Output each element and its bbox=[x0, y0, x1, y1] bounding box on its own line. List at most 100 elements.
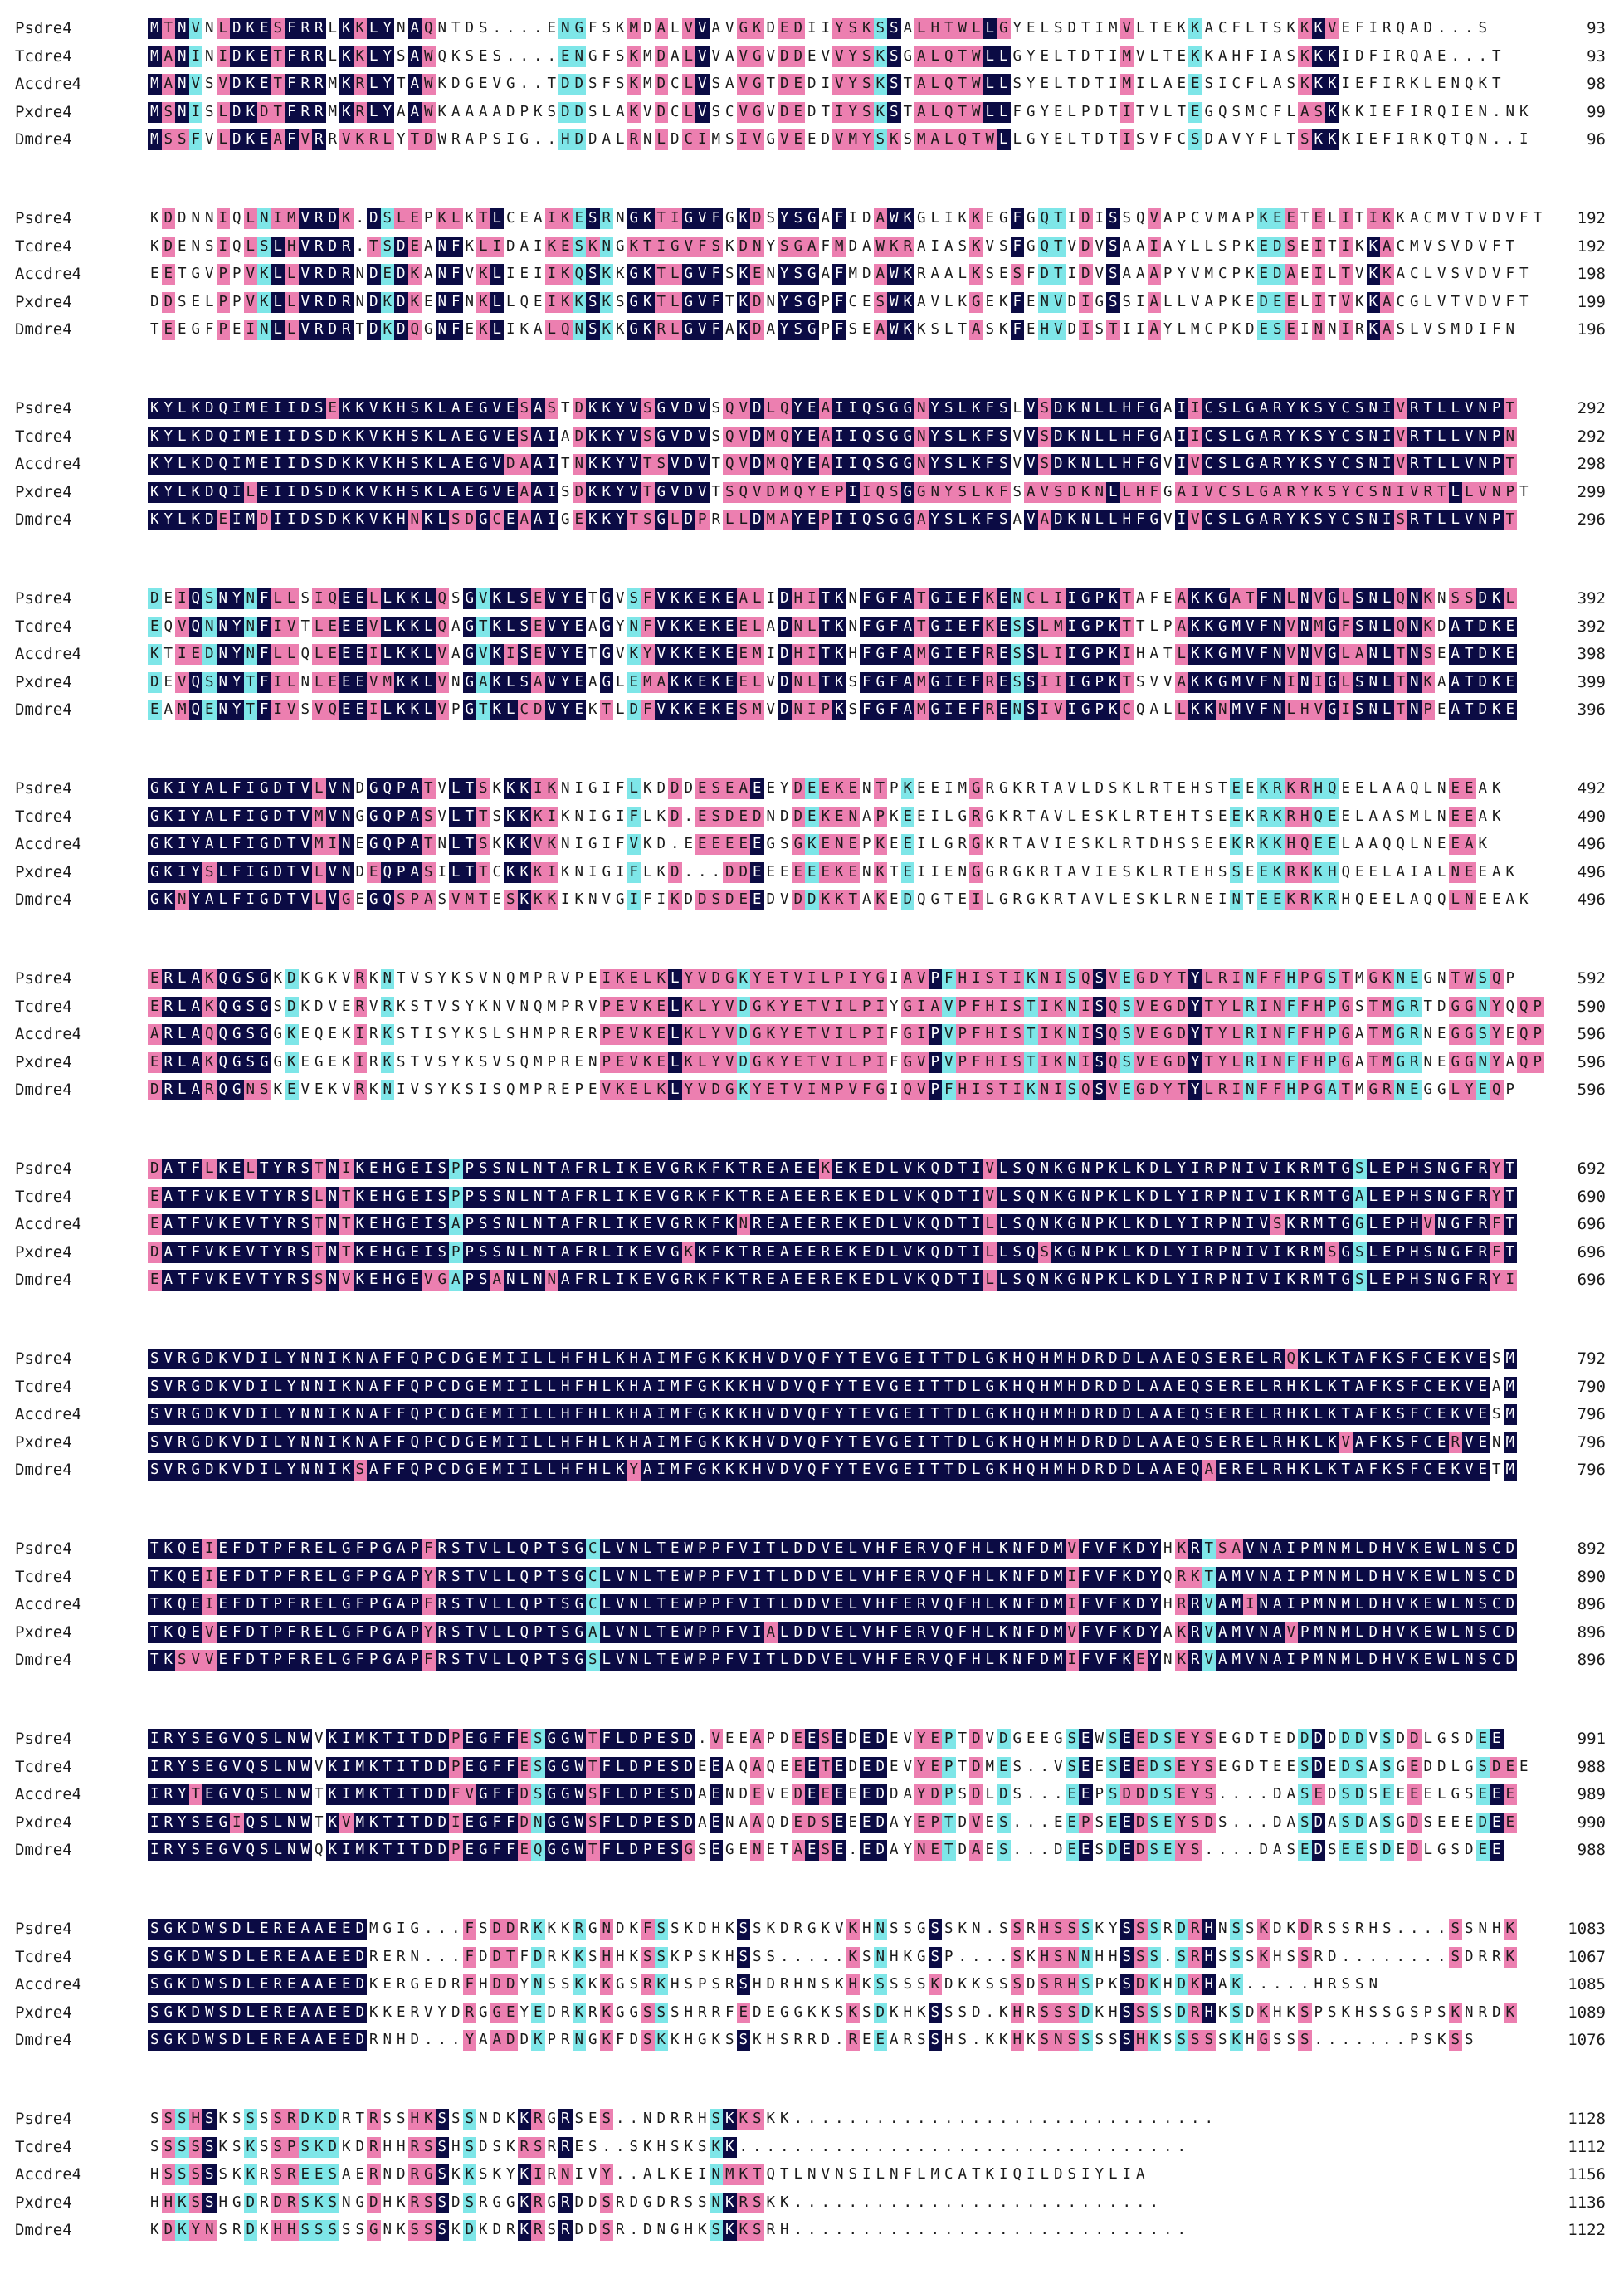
residue: M bbox=[1311, 1214, 1325, 1235]
residue: L bbox=[271, 1404, 285, 1425]
residue: L bbox=[1448, 510, 1462, 530]
residue: K bbox=[1311, 18, 1325, 39]
residue: T bbox=[1531, 208, 1545, 229]
residue: D bbox=[1435, 1757, 1449, 1778]
residue: E bbox=[805, 510, 819, 530]
residue: D bbox=[791, 1622, 805, 1643]
residue: L bbox=[175, 398, 189, 419]
residue: Y bbox=[928, 426, 942, 447]
residue: G bbox=[983, 1376, 997, 1398]
residue: K bbox=[257, 291, 271, 313]
residue: P bbox=[887, 778, 901, 799]
residue: L bbox=[668, 969, 682, 989]
residue: K bbox=[681, 671, 695, 693]
sequence-name: Dmdre4 bbox=[15, 510, 148, 530]
residue: V bbox=[1462, 398, 1476, 419]
residue: H bbox=[558, 129, 573, 150]
residue: D bbox=[1174, 1052, 1188, 1073]
residue: T bbox=[312, 1159, 326, 1179]
residue: I bbox=[1065, 700, 1079, 720]
residue: F bbox=[1243, 46, 1257, 67]
residue: L bbox=[449, 806, 463, 827]
residue: M bbox=[1188, 320, 1202, 340]
residue: S bbox=[202, 102, 217, 123]
residue: Q bbox=[928, 1242, 942, 1263]
residue: S bbox=[1353, 398, 1367, 419]
residue: N bbox=[627, 1650, 641, 1671]
residue: G bbox=[956, 807, 970, 827]
residue: R bbox=[983, 671, 997, 693]
residue: K bbox=[161, 806, 175, 827]
residue: F bbox=[887, 1566, 901, 1588]
residue: A bbox=[1024, 834, 1038, 855]
residue: E bbox=[736, 616, 750, 637]
residue: S bbox=[517, 616, 531, 637]
residue: G bbox=[367, 890, 381, 910]
residue: G bbox=[900, 510, 914, 530]
residue: S bbox=[1188, 834, 1202, 855]
residue: A bbox=[1435, 672, 1449, 693]
residue: S bbox=[586, 208, 600, 229]
residue: E bbox=[695, 671, 710, 693]
residue: C bbox=[1216, 481, 1230, 503]
alignment-row: Pxdre4 D D S E L P P V K L L V R D R N D K D K E N F N K L L Q E I K K S K… bbox=[0, 291, 1624, 313]
residue: N bbox=[1504, 102, 1518, 123]
residue: I bbox=[832, 454, 846, 475]
residue: K bbox=[1284, 1270, 1298, 1291]
sequence-name: Psdre4 bbox=[15, 1539, 148, 1559]
residue: K bbox=[983, 481, 997, 503]
residue: E bbox=[353, 644, 367, 665]
residue: E bbox=[1503, 671, 1517, 693]
residue: T bbox=[1339, 1460, 1353, 1481]
residue: K bbox=[832, 861, 846, 883]
residue: Q bbox=[1024, 1214, 1038, 1235]
residue: T bbox=[778, 969, 792, 989]
residue: P bbox=[545, 1052, 559, 1073]
residue: D bbox=[873, 1159, 887, 1179]
residue: S bbox=[312, 1270, 326, 1291]
residue: L bbox=[517, 1242, 531, 1263]
residue: I bbox=[929, 237, 943, 257]
residue: E bbox=[422, 292, 436, 313]
residue: I bbox=[1134, 292, 1148, 313]
residue: N bbox=[504, 1270, 518, 1291]
residue: A bbox=[1051, 778, 1066, 799]
residue: V bbox=[298, 320, 312, 340]
residue: Q bbox=[517, 1650, 531, 1671]
residue: D bbox=[1503, 1566, 1517, 1588]
residue: L bbox=[983, 890, 997, 910]
residue: D bbox=[1476, 292, 1490, 313]
residue: G bbox=[654, 426, 668, 447]
residue: D bbox=[367, 320, 381, 340]
residue: . bbox=[1449, 18, 1463, 39]
residue: P bbox=[1421, 700, 1435, 720]
residue: D bbox=[1243, 320, 1257, 340]
residue: N bbox=[175, 101, 189, 123]
sequence-name: Pxdre4 bbox=[15, 1622, 148, 1643]
residue: D bbox=[1311, 1729, 1325, 1749]
residue: F bbox=[1106, 1566, 1120, 1588]
residue: . bbox=[545, 129, 559, 150]
residue: V bbox=[901, 1729, 915, 1749]
residue: P bbox=[1298, 1539, 1312, 1559]
residue: P bbox=[216, 291, 230, 313]
residue: . bbox=[682, 807, 696, 827]
residue: V bbox=[202, 1214, 217, 1235]
residue: I bbox=[216, 46, 230, 67]
residue: T bbox=[1462, 671, 1476, 693]
residue: L bbox=[668, 320, 682, 340]
residue: S bbox=[1380, 1756, 1394, 1778]
residue: G bbox=[997, 890, 1011, 910]
residue: F bbox=[860, 588, 874, 609]
residue: H bbox=[873, 1539, 887, 1559]
residue: E bbox=[709, 834, 723, 855]
residue: N bbox=[312, 1349, 326, 1369]
residue: K bbox=[763, 1024, 778, 1045]
residue: E bbox=[860, 320, 874, 340]
residue: P bbox=[860, 834, 874, 855]
residue: P bbox=[462, 1214, 476, 1235]
residue: A bbox=[531, 398, 545, 419]
residue: S bbox=[1229, 861, 1243, 883]
residue: D bbox=[955, 1376, 969, 1398]
residue: T bbox=[161, 18, 175, 39]
